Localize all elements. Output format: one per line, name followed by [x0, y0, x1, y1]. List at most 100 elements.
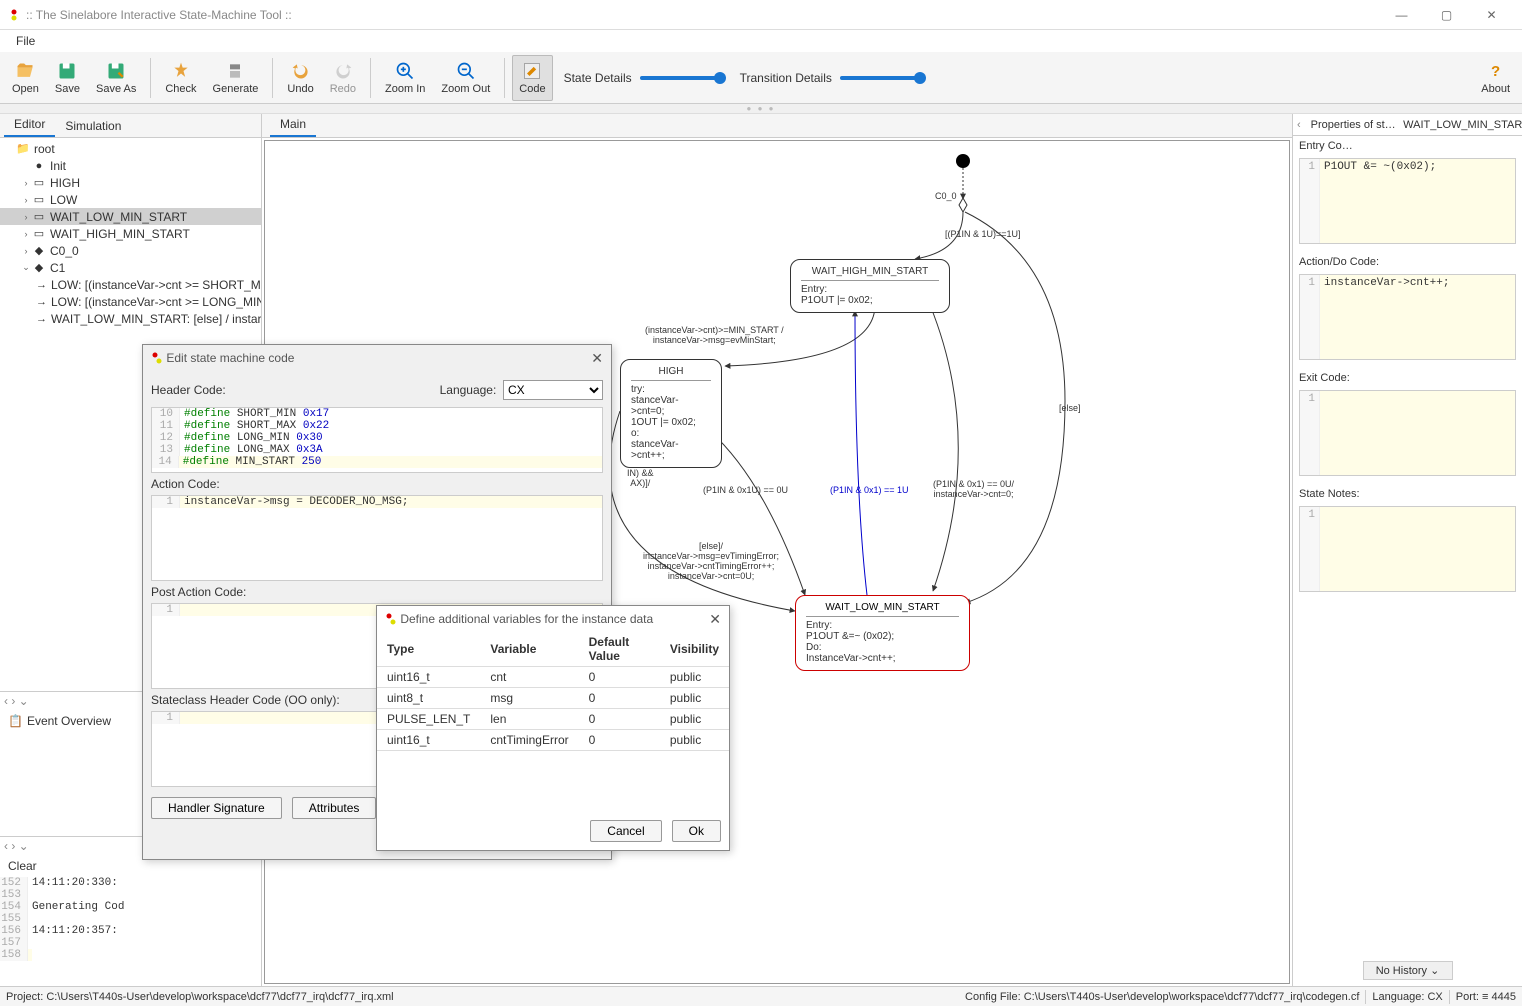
header-code-label: Header Code: [151, 379, 226, 401]
file-menu[interactable]: File [8, 32, 43, 50]
dialog-titlebar[interactable]: Edit state machine code ✕ [143, 345, 611, 371]
ok-button[interactable]: Ok [672, 820, 721, 842]
transition-details-slider[interactable] [840, 76, 920, 80]
action-code-label: Action/Do Code: [1293, 252, 1522, 272]
tree-item[interactable]: →WAIT_LOW_MIN_START: [else] / instar… [0, 310, 261, 327]
status-lang-val: CX [1427, 991, 1442, 1003]
state-details-slider[interactable] [640, 76, 720, 80]
dialog-icon [151, 352, 163, 364]
generate-button[interactable]: Generate [206, 55, 266, 101]
open-icon [15, 61, 35, 81]
titlebar: :: The Sinelabore Interactive State-Mach… [0, 0, 1522, 30]
toolbar-grip[interactable]: ● ● ● [0, 104, 1522, 114]
action-code-box[interactable]: 1instanceVar->cnt++; [1299, 274, 1516, 360]
header-code-editor[interactable]: 10#define SHORT_MIN 0x1711#define SHORT_… [151, 407, 603, 473]
close-button[interactable]: ✕ [1469, 0, 1514, 30]
status-project-path: C:\Users\T440s-User\develop\workspace\dc… [46, 991, 393, 1003]
open-button[interactable]: Open [5, 55, 46, 101]
table-row[interactable]: uint16_tcntTimingError0public [377, 730, 729, 751]
tree-item[interactable]: →LOW: [(instanceVar->cnt >= LONG_MIN… [0, 293, 261, 310]
redo-icon [333, 61, 353, 81]
status-lang-label: Language: [1372, 991, 1424, 1003]
variables-dialog[interactable]: Define additional variables for the inst… [376, 605, 730, 851]
tab-simulation[interactable]: Simulation [55, 115, 131, 137]
canvas-tabs: Main [262, 114, 1292, 138]
variables-table[interactable]: TypeVariableDefault ValueVisibilityuint1… [377, 632, 729, 751]
status-config-label: Config File: [965, 991, 1021, 1003]
prop-tab-2[interactable]: WAIT_LOW_MIN_STAR [1397, 117, 1522, 133]
c0-label: C0_0 [935, 191, 957, 201]
edge-p1-0: (P1IN & 0x1U) == 0U [703, 485, 788, 495]
code-icon [522, 61, 542, 81]
properties-panel: ‹ Properties of st… WAIT_LOW_MIN_STAR En… [1292, 114, 1522, 986]
dialog-close-icon[interactable]: ✕ [591, 350, 603, 367]
language-label: Language: [440, 379, 497, 401]
action-code-editor[interactable]: 1instanceVar->msg = DECODER_NO_MSG; [151, 495, 603, 581]
exit-code-box[interactable]: 1 [1299, 390, 1516, 476]
zoomout-button[interactable]: Zoom Out [434, 55, 497, 101]
zoomin-icon [395, 61, 415, 81]
check-icon [171, 61, 191, 81]
state-details-label: State Details [564, 71, 632, 85]
about-button[interactable]: ?About [1474, 55, 1517, 101]
entry-code-box[interactable]: 1P1OUT &= ~(0x02); [1299, 158, 1516, 244]
undo-button[interactable]: Undo [280, 55, 320, 101]
minimize-button[interactable]: — [1379, 0, 1424, 30]
tree-item[interactable]: ›▭HIGH [0, 174, 261, 191]
language-select[interactable]: CX [503, 380, 603, 400]
state-wait-low[interactable]: WAIT_LOW_MIN_START Entry:P1OUT &=~ (0x02… [795, 595, 970, 671]
tree-item[interactable]: 📁root [0, 140, 261, 157]
status-config-path: C:\Users\T440s-User\develop\workspace\dc… [1024, 991, 1360, 1003]
vars-dialog-titlebar[interactable]: Define additional variables for the inst… [377, 606, 729, 632]
table-row[interactable]: uint8_tmsg0public [377, 688, 729, 709]
code-button[interactable]: Code [512, 55, 552, 101]
history-dropdown[interactable]: No History ⌄ [1363, 961, 1453, 980]
status-port-label: Port: [1456, 991, 1479, 1003]
redo-button[interactable]: Redo [323, 55, 363, 101]
maximize-button[interactable]: ▢ [1424, 0, 1469, 30]
check-button[interactable]: Check [158, 55, 203, 101]
cancel-button[interactable]: Cancel [590, 820, 661, 842]
attributes-button[interactable]: Attributes [292, 797, 377, 819]
tab-editor[interactable]: Editor [4, 113, 55, 137]
state-body: Entry:P1OUT |= 0x02; [801, 284, 939, 306]
state-wait-high[interactable]: WAIT_HIGH_MIN_START Entry:P1OUT |= 0x02; [790, 259, 950, 313]
table-row[interactable]: PULSE_LEN_Tlen0public [377, 709, 729, 730]
left-tabs: Editor Simulation [0, 114, 261, 138]
tree-item[interactable]: →LOW: [(instanceVar->cnt >= SHORT_MI… [0, 276, 261, 293]
tab-main-canvas[interactable]: Main [270, 113, 316, 137]
svg-text:?: ? [1491, 63, 1500, 80]
app-icon [8, 9, 20, 21]
table-row[interactable]: uint16_tcnt0public [377, 667, 729, 688]
dialog-icon [385, 613, 397, 625]
prop-tab-1[interactable]: Properties of st… [1305, 117, 1397, 133]
post-action-label: Post Action Code: [151, 581, 603, 603]
vars-dialog-close-icon[interactable]: ✕ [709, 611, 721, 628]
handler-signature-button[interactable]: Handler Signature [151, 797, 282, 819]
status-project-label: Project: [6, 991, 43, 1003]
save-button[interactable]: Save [48, 55, 87, 101]
state-body: try:stanceVar->cnt=0;1OUT |= 0x02;o:stan… [631, 384, 711, 461]
save-icon [57, 61, 77, 81]
edge-in-ax: IN) &&AX)]/ [627, 468, 654, 488]
tree-item[interactable]: ›◆C0_0 [0, 242, 261, 259]
toolbar: Open Save Save As Check Generate Undo Re… [0, 52, 1522, 104]
undo-icon [291, 61, 311, 81]
saveas-icon [106, 61, 126, 81]
tree-item[interactable]: ⌄◆C1 [0, 259, 261, 276]
tree-item[interactable]: ›▭WAIT_LOW_MIN_START [0, 208, 261, 225]
menubar: File [0, 30, 1522, 52]
about-icon: ? [1486, 61, 1506, 81]
tree-item[interactable]: ›▭WAIT_HIGH_MIN_START [0, 225, 261, 242]
state-high[interactable]: HIGH try:stanceVar->cnt=0;1OUT |= 0x02;o… [620, 359, 722, 468]
tree-item[interactable]: ›▭LOW [0, 191, 261, 208]
edge-minstart: (instanceVar->cnt)>=MIN_START /instanceV… [645, 325, 784, 345]
edge-p1-1: (P1IN & 0x1) == 1U [830, 485, 909, 495]
c0-guard: [(P1IN & 1U)==1U] [945, 229, 1021, 239]
saveas-button[interactable]: Save As [89, 55, 143, 101]
state-notes-box[interactable]: 1 [1299, 506, 1516, 592]
status-port-val: 4445 [1492, 991, 1516, 1003]
tree-item[interactable]: ●Init [0, 157, 261, 174]
zoomin-button[interactable]: Zoom In [378, 55, 432, 101]
entry-code-label: Entry Co… [1293, 136, 1522, 156]
